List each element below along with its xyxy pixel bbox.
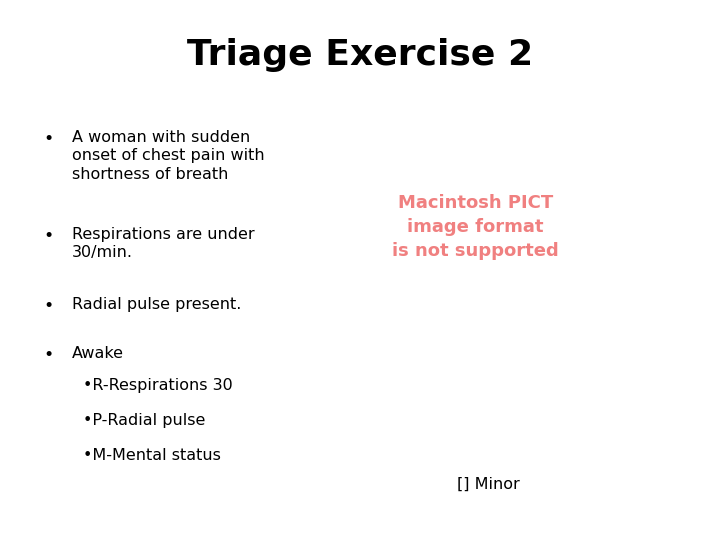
Text: [] Minor: [] Minor — [457, 476, 520, 491]
Text: •R-Respirations 30: •R-Respirations 30 — [83, 378, 233, 393]
Text: Macintosh PICT
image format
is not supported: Macintosh PICT image format is not suppo… — [392, 194, 559, 260]
Text: Awake: Awake — [72, 346, 124, 361]
Text: •: • — [43, 346, 53, 363]
Text: Radial pulse present.: Radial pulse present. — [72, 297, 241, 312]
Text: •P-Radial pulse: •P-Radial pulse — [83, 413, 205, 428]
Text: Triage Exercise 2: Triage Exercise 2 — [187, 38, 533, 72]
Text: •M-Mental status: •M-Mental status — [83, 448, 220, 463]
Text: A woman with sudden
onset of chest pain with
shortness of breath: A woman with sudden onset of chest pain … — [72, 130, 265, 182]
Text: •: • — [43, 130, 53, 147]
Text: •: • — [43, 227, 53, 245]
Text: Respirations are under
30/min.: Respirations are under 30/min. — [72, 227, 255, 260]
Text: •: • — [43, 297, 53, 315]
